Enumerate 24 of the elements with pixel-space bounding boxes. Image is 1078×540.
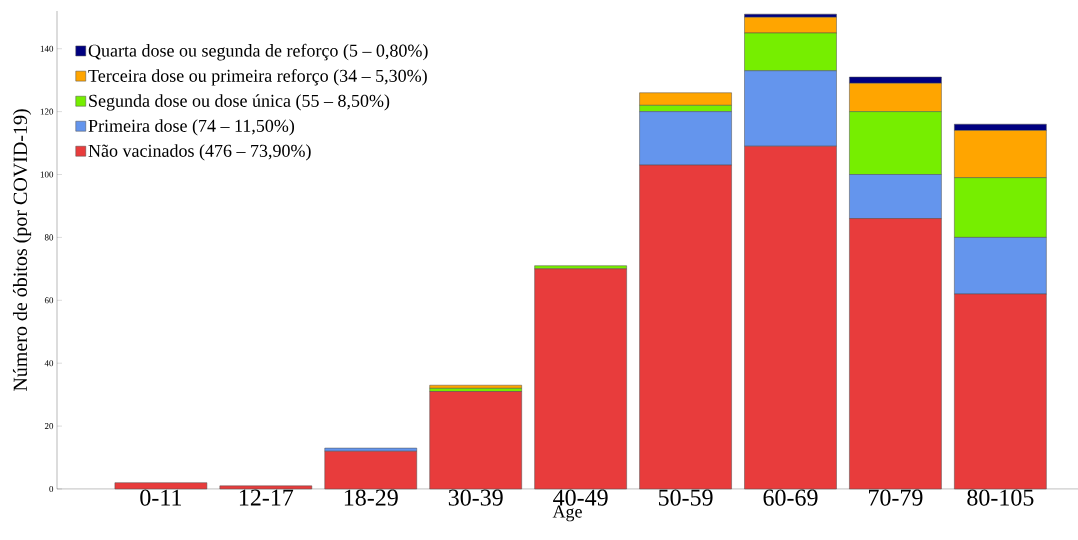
legend-label: Não vacinados (476 – 73,90%) bbox=[88, 144, 311, 161]
y-tick-label: 20 bbox=[44, 423, 54, 430]
legend-label: Terceira dose ou primeira reforço (34 – 5,30%) bbox=[88, 69, 427, 86]
y-tick-label: 140 bbox=[40, 45, 54, 52]
x-tick-label: 40-49 bbox=[553, 489, 608, 506]
x-tick-label: 50-59 bbox=[658, 489, 713, 506]
y-tick-label: 120 bbox=[40, 108, 54, 115]
legend-label: Quarta dose ou segunda de reforço (5 – 0,80%) bbox=[88, 43, 428, 61]
x-axis-title: Age bbox=[552, 505, 582, 522]
x-tick-label: 0-11 bbox=[140, 489, 181, 506]
legend-label: Primeira dose (74 – 11,50%) bbox=[88, 119, 295, 136]
x-tick-label: 18-29 bbox=[344, 489, 398, 506]
x-tick-label: 60-69 bbox=[763, 489, 818, 506]
legend-label: Segunda dose ou dose única (55 – 8,50%) bbox=[89, 94, 390, 111]
x-tick-label: 30-39 bbox=[448, 489, 503, 506]
x-tick-label: 12-17 bbox=[239, 489, 294, 506]
y-axis-title: Número de óbitos (por COVID-19) bbox=[12, 109, 32, 392]
x-tick-label: 70-79 bbox=[869, 489, 923, 506]
x-tick-label: 80-105 bbox=[967, 489, 1034, 506]
y-tick-label: 40 bbox=[44, 360, 54, 367]
y-tick-label: 60 bbox=[44, 297, 54, 304]
y-tick-label: 80 bbox=[44, 234, 54, 241]
y-tick-label: 100 bbox=[40, 171, 54, 178]
y-tick-label: 0 bbox=[49, 485, 54, 493]
